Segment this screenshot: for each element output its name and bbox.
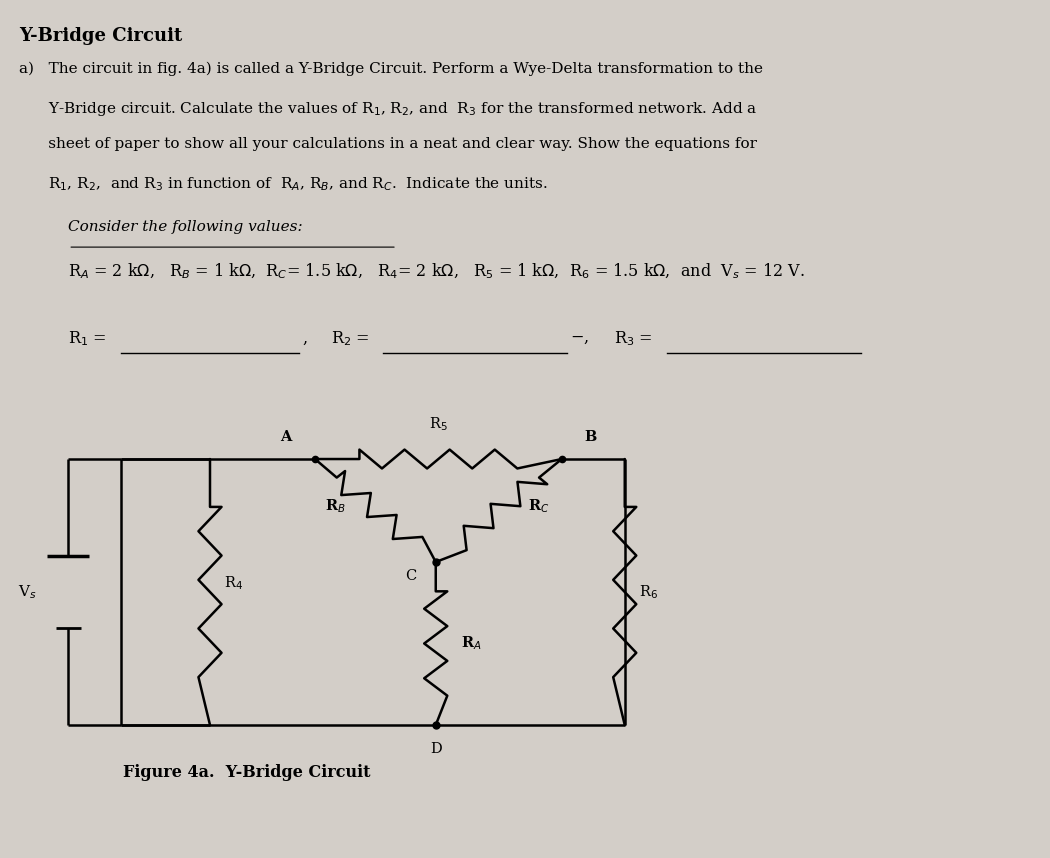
Text: D: D [429, 742, 442, 756]
Text: R$_B$: R$_B$ [326, 498, 345, 515]
Text: R$_3$ =: R$_3$ = [614, 329, 654, 348]
Text: R$_1$, R$_2$,  and R$_3$ in function of  R$_A$, R$_B$, and R$_C$.  Indicate the : R$_1$, R$_2$, and R$_3$ in function of R… [19, 175, 548, 193]
Text: A: A [280, 430, 292, 444]
Text: R$_4$: R$_4$ [224, 575, 243, 592]
Text: R$_5$: R$_5$ [429, 415, 447, 433]
Text: R$_2$ =: R$_2$ = [331, 329, 371, 348]
Text: $-$,: $-$, [570, 329, 589, 347]
Text: V$_s$: V$_s$ [18, 583, 37, 601]
Text: R$_1$ =: R$_1$ = [68, 329, 108, 348]
Text: R$_A$: R$_A$ [461, 635, 482, 652]
Text: Figure 4a.  Y-Bridge Circuit: Figure 4a. Y-Bridge Circuit [123, 764, 371, 781]
Text: a)   The circuit in fig. 4a) is called a Y-Bridge Circuit. Perform a Wye-Delta t: a) The circuit in fig. 4a) is called a Y… [19, 62, 763, 76]
Text: B: B [585, 430, 597, 444]
Text: ,: , [302, 329, 308, 347]
Text: Y-Bridge circuit. Calculate the values of R$_1$, R$_2$, and  R$_3$ for the trans: Y-Bridge circuit. Calculate the values o… [19, 100, 757, 118]
Text: R$_A$ = 2 k$\Omega$,   R$_B$ = 1 k$\Omega$,  R$_C$= 1.5 k$\Omega$,   R$_4$= 2 k$: R$_A$ = 2 k$\Omega$, R$_B$ = 1 k$\Omega$… [68, 262, 805, 281]
Text: Consider the following values:: Consider the following values: [68, 220, 302, 233]
Text: Y-Bridge Circuit: Y-Bridge Circuit [19, 27, 182, 45]
Text: R$_6$: R$_6$ [639, 583, 658, 601]
Text: R$_C$: R$_C$ [528, 498, 549, 515]
Text: C: C [405, 569, 417, 583]
Text: sheet of paper to show all your calculations in a neat and clear way. Show the e: sheet of paper to show all your calculat… [19, 137, 757, 151]
